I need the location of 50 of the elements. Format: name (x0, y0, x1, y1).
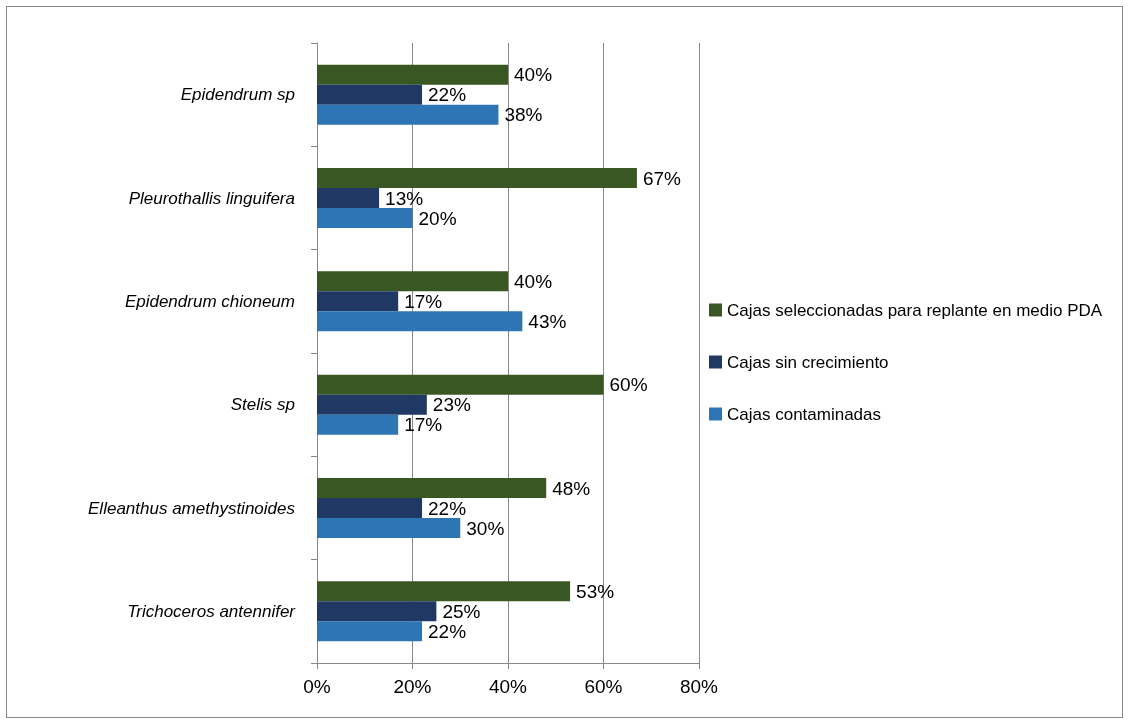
data-label: 40% (514, 64, 553, 86)
bar (317, 84, 423, 105)
data-label: 22% (428, 84, 467, 106)
bar (317, 621, 423, 642)
y-tick-label: Stelis sp (230, 395, 295, 415)
bar (317, 64, 508, 85)
y-tick-label: Pleurothallis linguifera (128, 188, 295, 208)
data-label: 17% (404, 290, 443, 312)
bar (317, 188, 380, 208)
x-tick-label: 20% (393, 676, 432, 697)
y-tick-label: Elleanthus amethystinoides (88, 498, 296, 518)
legend-label: Cajas contaminadas (727, 404, 882, 424)
bar (317, 518, 461, 538)
bar (317, 478, 547, 498)
y-tick-label: Epidendrum chioneum (124, 291, 295, 311)
data-label: 22% (428, 497, 467, 519)
data-label: 20% (418, 207, 457, 229)
bar (317, 374, 604, 395)
data-label: 38% (504, 104, 543, 126)
y-tick-label: Trichoceros antennifer (127, 601, 297, 621)
y-tick-label: Epidendrum sp (180, 85, 295, 105)
data-label: 60% (609, 374, 648, 396)
bar (317, 208, 413, 228)
legend-label: Cajas seleccionadas para replante en medio PDA (727, 300, 1103, 320)
bar (317, 601, 437, 622)
data-label: 43% (528, 310, 567, 332)
x-tick-label: 60% (584, 676, 623, 697)
bar (317, 104, 499, 125)
bar (317, 168, 637, 188)
data-label: 30% (466, 517, 505, 539)
data-label: 40% (514, 270, 553, 292)
bar (317, 498, 423, 518)
data-label: 13% (385, 187, 424, 209)
legend-label: Cajas sin crecimiento (727, 352, 889, 372)
data-label: 67% (642, 167, 682, 189)
data-label: 23% (432, 394, 471, 416)
bar (317, 414, 399, 435)
x-tick-label: 0% (303, 676, 331, 697)
data-label: 48% (552, 477, 591, 499)
data-label: 53% (576, 580, 615, 602)
bar (317, 581, 571, 602)
data-label: 17% (404, 414, 443, 436)
bar (317, 271, 508, 292)
x-tick-label: 40% (488, 676, 528, 697)
bar (317, 291, 399, 312)
data-label: 22% (428, 620, 467, 642)
data-label: 25% (442, 600, 481, 622)
x-tick-label: 80% (679, 676, 719, 697)
bar (317, 311, 523, 332)
bar (317, 394, 427, 415)
